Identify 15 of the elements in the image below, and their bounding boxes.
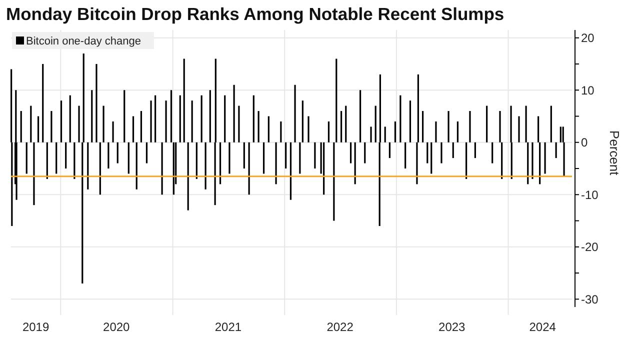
y-tick-label: 10 [581, 83, 595, 98]
x-tick-label: 2019 [22, 320, 50, 334]
y-tick-label: -30 [581, 292, 599, 306]
x-tick-label: 2024 [529, 320, 556, 334]
x-tick-label: 2021 [214, 320, 242, 334]
y-tick-label: -10 [581, 188, 599, 202]
y-tick-label: 20 [581, 31, 595, 46]
x-tick-label: 2022 [326, 320, 354, 334]
x-tick-label: 2023 [438, 320, 466, 334]
chart-title: Monday Bitcoin Drop Ranks Among Notable Recent Slumps [6, 4, 504, 24]
legend-label: Bitcoin one-day change [26, 36, 141, 48]
y-axis-title: Percent [607, 130, 622, 176]
y-tick-label: -20 [581, 240, 599, 254]
x-tick-label: 2020 [103, 320, 130, 334]
y-tick-label: 0 [581, 136, 588, 150]
